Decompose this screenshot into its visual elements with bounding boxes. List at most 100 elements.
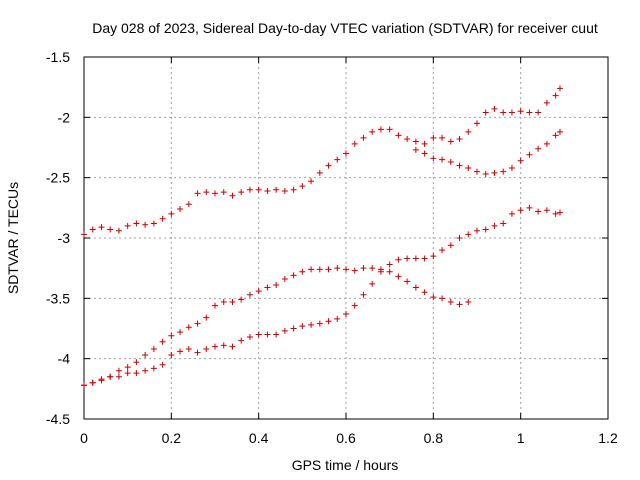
data-point	[238, 296, 245, 303]
data-point	[447, 158, 454, 165]
chart-title: Day 028 of 2023, Sidereal Day-to-day VTE…	[92, 20, 598, 36]
data-point	[508, 210, 515, 217]
data-point	[194, 190, 201, 197]
data-point	[343, 311, 349, 318]
y-tick-labels: -4.5 -4 -3.5 -3 -2.5 -2 -1.5	[46, 49, 70, 427]
data-point	[264, 331, 271, 338]
data-point	[133, 359, 140, 366]
x-tick-labels: 0 0.2 0.4 0.6 0.8 1 1.2	[80, 430, 618, 446]
data-point	[115, 367, 122, 374]
data-point	[89, 379, 96, 386]
data-point	[325, 266, 332, 273]
data-point	[229, 343, 236, 350]
data-point	[377, 126, 384, 133]
data-point	[203, 189, 210, 196]
y-tick-label: -2.5	[46, 170, 70, 186]
data-point	[203, 346, 210, 353]
data-point	[107, 226, 114, 233]
data-point	[194, 349, 201, 356]
data-point	[168, 210, 175, 217]
data-point	[360, 291, 367, 298]
y-tick-label: -2	[58, 109, 71, 125]
series-track-2	[412, 128, 563, 178]
data-point	[421, 289, 428, 296]
data-point	[177, 206, 184, 213]
data-point	[412, 146, 419, 153]
data-point	[255, 288, 262, 295]
data-point	[552, 132, 559, 139]
data-point	[290, 325, 297, 332]
data-point	[133, 370, 140, 377]
data-point	[334, 156, 341, 163]
data-point	[430, 134, 437, 141]
y-tick-label: -1.5	[46, 49, 70, 65]
data-point	[404, 278, 411, 285]
data-point	[177, 348, 184, 355]
data-point	[369, 265, 376, 272]
data-point	[281, 327, 288, 334]
data-point	[456, 162, 463, 169]
data-point	[246, 186, 253, 193]
data-point	[343, 266, 349, 273]
data-point	[500, 168, 507, 175]
x-tick-label: 0.6	[336, 430, 356, 446]
data-point	[220, 189, 227, 196]
data-point	[474, 168, 480, 175]
data-point	[543, 99, 550, 106]
data-point	[556, 85, 563, 92]
data-point	[412, 284, 419, 291]
data-point	[238, 337, 245, 344]
data-point	[334, 315, 341, 322]
data-point	[185, 346, 192, 353]
data-point	[439, 134, 446, 141]
data-point	[526, 204, 533, 211]
data-point	[526, 109, 533, 116]
data-point	[159, 361, 166, 368]
data-point	[447, 138, 454, 145]
data-point	[220, 298, 227, 305]
data-point	[465, 165, 472, 172]
data-point	[124, 364, 131, 371]
data-point	[255, 186, 262, 193]
data-point	[246, 333, 253, 340]
data-point	[299, 183, 306, 190]
y-axis-label: SDTVAR / TECUs	[5, 182, 21, 294]
data-point	[308, 178, 315, 185]
data-point	[281, 276, 288, 283]
data-point	[98, 224, 105, 231]
data-point	[377, 268, 384, 275]
data-point	[386, 261, 393, 268]
data-point	[212, 302, 218, 309]
data-point	[535, 145, 542, 152]
data-point	[325, 318, 332, 325]
data-point	[535, 109, 542, 116]
data-point	[404, 255, 411, 262]
data-point	[220, 342, 227, 349]
data-point	[491, 105, 498, 112]
data-point	[316, 169, 323, 176]
data-point	[308, 266, 315, 273]
data-point	[150, 346, 157, 353]
data-point	[177, 329, 184, 336]
data-point	[430, 294, 437, 301]
data-point	[81, 231, 87, 238]
data-point	[500, 220, 507, 227]
data-point	[439, 295, 446, 302]
data-point	[168, 352, 175, 359]
data-point	[491, 169, 498, 176]
data-point	[325, 162, 332, 169]
data-point	[159, 215, 166, 222]
data-point	[465, 231, 472, 238]
data-point	[351, 267, 358, 274]
series-track-1	[81, 85, 563, 238]
data-point	[203, 314, 210, 321]
data-point	[556, 128, 563, 135]
data-point	[482, 171, 489, 178]
data-point	[212, 190, 218, 197]
data-point	[115, 373, 122, 380]
data-point	[491, 222, 498, 229]
x-tick-label: 1.2	[598, 430, 618, 446]
data-point	[124, 222, 131, 229]
